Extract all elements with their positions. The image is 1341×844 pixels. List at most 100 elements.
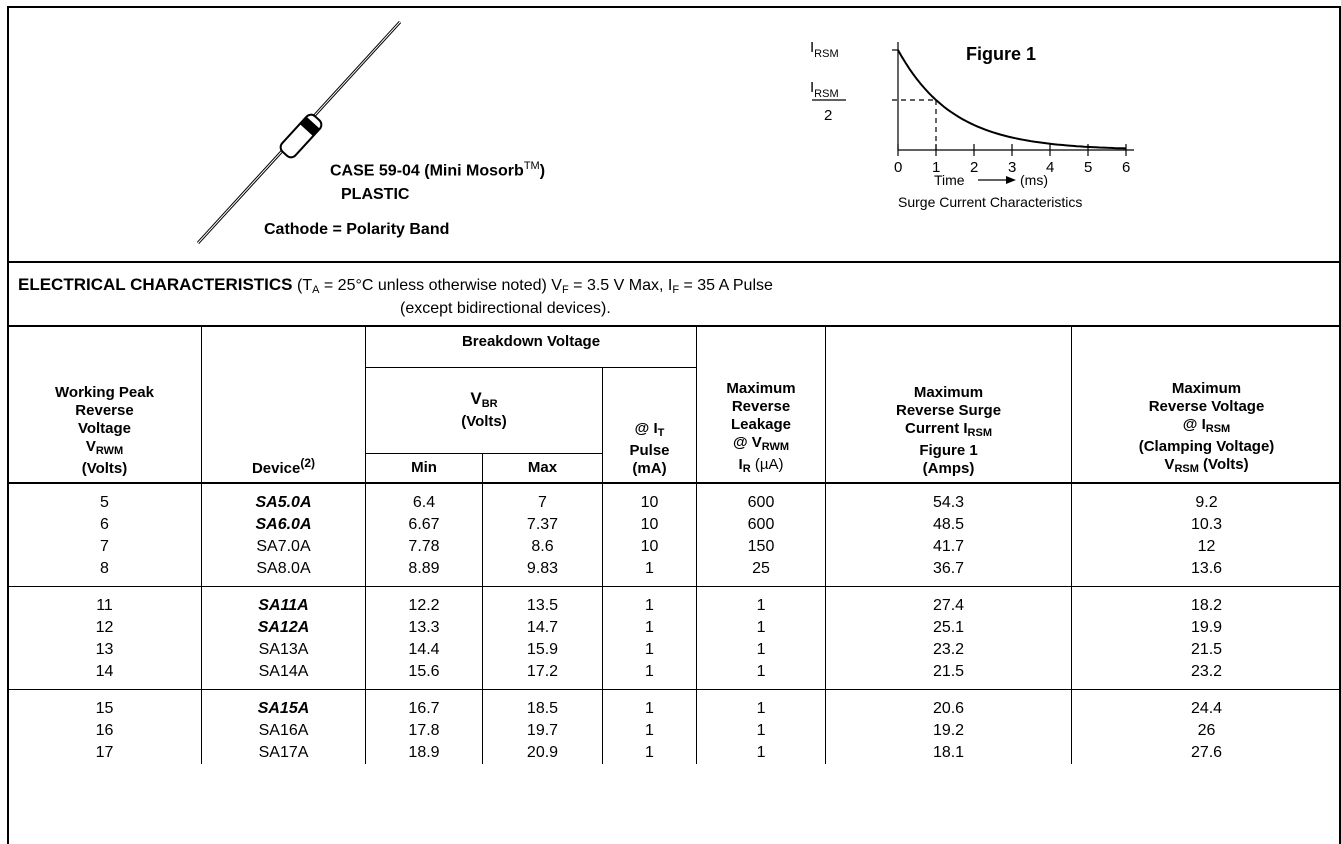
cell-max: 18.5 xyxy=(482,689,603,720)
cell-max: 13.5 xyxy=(482,586,603,617)
arrow-icon xyxy=(978,176,1016,184)
cell-irsm: 25.1 xyxy=(825,617,1073,639)
cell-min: 12.2 xyxy=(365,586,483,617)
cell-max: 20.9 xyxy=(482,742,603,764)
table-row: 15 SA15A 16.7 18.5 1 1 20.6 24.4 xyxy=(7,689,1341,720)
cell-ir: 1 xyxy=(696,720,827,742)
x-tick-label: 3 xyxy=(1008,159,1016,176)
cell-vrsm: 23.2 xyxy=(1071,661,1341,690)
cell-vrwm: 16 xyxy=(7,720,202,742)
cell-device: SA13A xyxy=(201,639,366,661)
table-row: 14 SA14A 15.6 17.2 1 1 21.5 23.2 xyxy=(7,661,1341,690)
surge-current-figure: IRSM IRSM 2 Figure 1 0 1 2 3 4 5 6 Time (ms) S… xyxy=(810,39,1134,210)
cell-vrwm: 8 xyxy=(7,558,202,587)
cell-irsm: 20.6 xyxy=(825,689,1073,720)
cell-it: 1 xyxy=(601,720,698,742)
decay-curve xyxy=(897,49,1127,150)
cell-max: 7 xyxy=(482,483,603,514)
table-top-rule xyxy=(7,325,1341,327)
col-max: Max xyxy=(482,452,603,484)
case-line3: Cathode = Polarity Band xyxy=(264,221,450,238)
electrical-title: ELECTRICAL CHARACTERISTICS (TA = 25°C un… xyxy=(18,275,773,296)
cell-device: SA5.0A xyxy=(201,483,366,514)
cell-ir: 600 xyxy=(696,483,827,514)
cell-vrwm: 11 xyxy=(7,586,202,617)
table-row: 13 SA13A 14.4 15.9 1 1 23.2 21.5 xyxy=(7,639,1341,661)
cell-max: 19.7 xyxy=(482,720,603,742)
cell-vrsm: 19.9 xyxy=(1071,617,1341,639)
table-row: 17 SA17A 18.9 20.9 1 1 18.1 27.6 xyxy=(7,742,1341,764)
diode-package-drawing xyxy=(196,20,402,245)
cell-irsm: 48.5 xyxy=(825,514,1073,536)
cell-device: SA7.0A xyxy=(201,536,366,558)
cell-max: 15.9 xyxy=(482,639,603,661)
cell-vrsm: 24.4 xyxy=(1071,689,1341,720)
cell-ir: 150 xyxy=(696,536,827,558)
figure-title: Figure 1 xyxy=(966,44,1036,64)
section-divider xyxy=(7,261,1341,263)
cell-min: 6.4 xyxy=(365,483,483,514)
cell-max: 7.37 xyxy=(482,514,603,536)
cell-it: 1 xyxy=(601,742,698,764)
x-tick-label: 0 xyxy=(894,159,902,176)
cell-it: 10 xyxy=(601,514,698,536)
cell-device: SA8.0A xyxy=(201,558,366,587)
cell-irsm: 23.2 xyxy=(825,639,1073,661)
cell-ir: 1 xyxy=(696,661,827,690)
table-row: 5 SA5.0A 6.4 7 10 600 54.3 9.2 xyxy=(7,483,1341,514)
cell-it: 10 xyxy=(601,536,698,558)
irsm-label: IRSM xyxy=(810,39,839,60)
cell-ir: 25 xyxy=(696,558,827,587)
cell-device: SA6.0A xyxy=(201,514,366,536)
cell-device: SA15A xyxy=(201,689,366,720)
cell-ir: 1 xyxy=(696,689,827,720)
cell-it: 1 xyxy=(601,586,698,617)
cell-min: 14.4 xyxy=(365,639,483,661)
electrical-conditions-line2: (except bidirectional devices). xyxy=(400,300,611,317)
cell-irsm: 41.7 xyxy=(825,536,1073,558)
cell-max: 14.7 xyxy=(482,617,603,639)
cell-max: 8.6 xyxy=(482,536,603,558)
x-tick-label: 2 xyxy=(970,159,978,176)
figure-caption: Surge Current Characteristics xyxy=(898,194,1082,210)
trademark: TM xyxy=(523,160,540,172)
cell-vrsm: 27.6 xyxy=(1071,742,1341,764)
cell-min: 18.9 xyxy=(365,742,483,764)
cell-it: 1 xyxy=(601,661,698,690)
cell-vrsm: 26 xyxy=(1071,720,1341,742)
irsm-half-label-num: IRSM xyxy=(810,79,839,100)
cell-vrwm: 14 xyxy=(7,661,202,690)
col-vrsm: Maximum Reverse Voltage @ IRSM (Clamping … xyxy=(1071,327,1341,484)
cell-it: 1 xyxy=(601,639,698,661)
x-tick-label: 5 xyxy=(1084,159,1092,176)
cell-ir: 1 xyxy=(696,742,827,764)
cell-vrwm: 17 xyxy=(7,742,202,764)
cell-vrsm: 10.3 xyxy=(1071,514,1341,536)
col-device: Device(2) xyxy=(201,327,366,484)
cell-vrwm: 12 xyxy=(7,617,202,639)
x-tick-label: 4 xyxy=(1046,159,1054,176)
cell-vrwm: 6 xyxy=(7,514,202,536)
col-breakdown: Breakdown Voltage xyxy=(364,327,698,367)
x-axis-label: Time xyxy=(934,172,965,188)
cell-vrwm: 15 xyxy=(7,689,202,720)
case-line1: CASE 59-04 (Mini MosorbTM) xyxy=(330,160,546,180)
cell-device: SA11A xyxy=(201,586,366,617)
cell-vrsm: 13.6 xyxy=(1071,558,1341,587)
table-row: 11 SA11A 12.2 13.5 1 1 27.4 18.2 xyxy=(7,586,1341,617)
cell-irsm: 19.2 xyxy=(825,720,1073,742)
cell-irsm: 54.3 xyxy=(825,483,1073,514)
cell-vrsm: 18.2 xyxy=(1071,586,1341,617)
case-line2: PLASTIC xyxy=(341,186,410,203)
cell-device: SA14A xyxy=(201,661,366,690)
cell-irsm: 21.5 xyxy=(825,661,1073,690)
cell-device: SA17A xyxy=(201,742,366,764)
cell-ir: 1 xyxy=(696,617,827,639)
cell-it: 10 xyxy=(601,483,698,514)
cell-it: 1 xyxy=(601,689,698,720)
x-tick-label: 6 xyxy=(1122,159,1130,176)
electrical-characteristics-table: Working Peak Reverse Voltage VRWM (Volts) … xyxy=(7,327,1341,764)
cell-vrsm: 21.5 xyxy=(1071,639,1341,661)
cell-min: 17.8 xyxy=(365,720,483,742)
table-row: 12 SA12A 13.3 14.7 1 1 25.1 19.9 xyxy=(7,617,1341,639)
